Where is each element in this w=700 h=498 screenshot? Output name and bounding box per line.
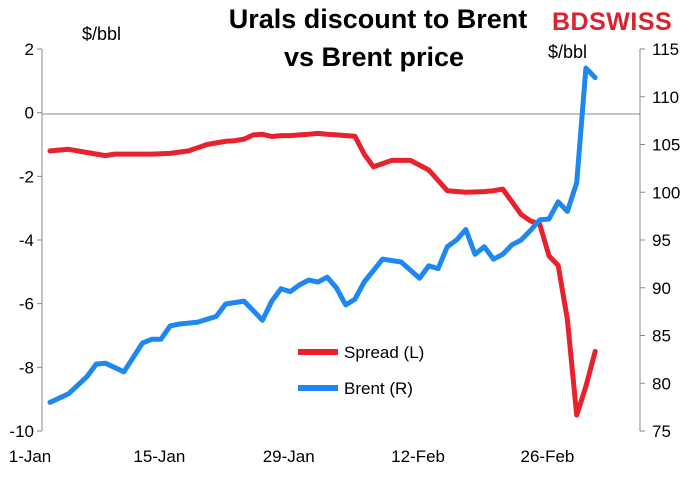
chart-title-line-1: Urals discount to Brent xyxy=(229,4,528,34)
x-tick-label: 26-Feb xyxy=(521,447,575,466)
x-axis-ticks: 1-Jan 15-Jan 29-Jan 12-Feb 26-Feb xyxy=(9,447,575,466)
right-tick-label: 100 xyxy=(652,183,680,202)
left-axis-unit-label: $/bbl xyxy=(82,24,121,44)
legend-label-brent: Brent (R) xyxy=(344,379,413,398)
chart-title-line-2: vs Brent price xyxy=(284,42,464,72)
left-tick-label: -10 xyxy=(9,422,34,441)
x-tick-label: 1-Jan xyxy=(9,447,52,466)
left-tick-label: -4 xyxy=(19,231,34,250)
spread-line xyxy=(47,130,598,418)
right-tick-label: 85 xyxy=(652,327,671,346)
right-axis-ticks: 115 110 105 100 95 90 85 80 75 xyxy=(640,40,680,441)
x-tick-label: 12-Feb xyxy=(391,447,445,466)
x-tick-label: 15-Jan xyxy=(133,447,185,466)
left-tick-label: 0 xyxy=(25,104,34,123)
left-tick-label: -8 xyxy=(19,358,34,377)
right-tick-label: 90 xyxy=(652,279,671,298)
bdswiss-logo: BDSWISS xyxy=(552,8,672,36)
left-tick-label: -2 xyxy=(19,167,34,186)
right-axis-unit-label: $/bbl xyxy=(548,42,587,62)
left-tick-label: 2 xyxy=(25,40,34,59)
brent-line xyxy=(47,65,598,405)
right-tick-label: 115 xyxy=(652,40,679,59)
right-tick-label: 110 xyxy=(652,88,679,107)
legend-label-spread: Spread (L) xyxy=(344,343,424,362)
logo-text: BDSWISS xyxy=(552,8,672,36)
right-tick-label: 95 xyxy=(652,231,671,250)
left-axis-ticks: 2 0 -2 -4 -6 -8 -10 xyxy=(9,40,42,441)
legend: Spread (L) Brent (R) xyxy=(298,343,424,398)
right-tick-label: 105 xyxy=(652,136,680,155)
right-tick-label: 75 xyxy=(652,422,671,441)
right-tick-label: 80 xyxy=(652,374,671,393)
x-tick-label: 29-Jan xyxy=(263,447,315,466)
series-layer xyxy=(47,65,598,418)
left-tick-label: -6 xyxy=(19,295,34,314)
